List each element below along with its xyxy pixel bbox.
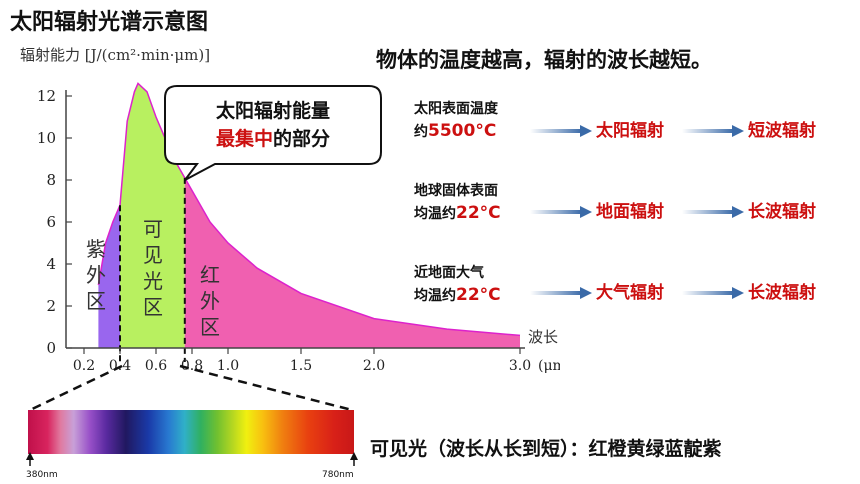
- y-tick-label: 8: [46, 171, 56, 189]
- x-tick-label: 1.5: [290, 358, 312, 374]
- row-1-prefix: 约: [414, 124, 428, 140]
- row-1-wave: 短波辐射: [748, 121, 816, 141]
- row-2-wave: 长波辐射: [748, 202, 816, 222]
- visible-region-label: 可: [143, 217, 163, 241]
- uv-region-label: 紫: [86, 237, 106, 261]
- spectrum-ticks: [26, 452, 358, 466]
- visible-spectrum-bar: [28, 410, 354, 454]
- x-tick-label: 2.0: [363, 358, 385, 374]
- visible-light-note: 可见光（波长从长到短）：红橙黄绿蓝靛紫: [370, 438, 722, 460]
- arrow-icon: [530, 206, 592, 218]
- ir-region-label: 外: [200, 289, 220, 313]
- ir-region: [184, 177, 521, 348]
- visible-region-label: 区: [143, 295, 163, 319]
- visible-region-label: 见: [143, 243, 163, 267]
- zoom-lines: [29, 364, 353, 412]
- y-tick-label: 12: [37, 87, 56, 105]
- row-3-source: 近地面大气 均温约22°C: [414, 262, 501, 307]
- x-tick-label: 3.0: [509, 358, 531, 374]
- uv-region-label: 外: [86, 263, 106, 287]
- ir-region-label: 红: [200, 263, 220, 287]
- spectrum-start-label: 380nm: [26, 470, 58, 480]
- y-tick-label: 4: [46, 255, 56, 273]
- row-2-temp: 22°C: [456, 203, 501, 223]
- arrow-icon: [682, 125, 744, 137]
- ir-region-label: 区: [200, 315, 220, 339]
- row-1-source-label: 太阳表面温度: [414, 101, 498, 117]
- arrow-icon: [530, 125, 592, 137]
- arrow-icon: [682, 287, 744, 299]
- visible-region-label: 光: [143, 269, 163, 293]
- x-tick-label: 0.6: [145, 358, 167, 374]
- bubble-line1: 太阳辐射能量: [215, 100, 330, 122]
- row-2-source-label: 地球固体表面: [414, 183, 498, 199]
- bubble-highlight: 最集中: [215, 128, 273, 150]
- row-3-radiation: 大气辐射: [596, 283, 664, 303]
- row-2-source: 地球固体表面 均温约22°C: [414, 180, 501, 225]
- row-3-wave: 长波辐射: [748, 283, 816, 303]
- row-2-radiation: 地面辐射: [596, 202, 664, 222]
- spectrum-end-label: 780nm: [322, 470, 354, 480]
- arrow-icon: [682, 206, 744, 218]
- bubble-shape: [164, 85, 382, 181]
- y-tick-label: 2: [46, 297, 56, 315]
- row-3-prefix: 均温约: [414, 288, 456, 304]
- x-tick-label: 1.0: [217, 358, 239, 374]
- page-title: 太阳辐射光谱示意图: [10, 10, 209, 35]
- uv-region-label: 区: [86, 289, 106, 313]
- x-unit-label: (μm): [538, 358, 560, 374]
- y-axis-label: 辐射能力 [J/(cm²·min·μm)]: [20, 46, 211, 64]
- x-axis-label: 波长: [528, 328, 558, 346]
- x-tick-label: 0.2: [73, 358, 95, 374]
- bubble-line2-rest: 的部分: [273, 128, 331, 150]
- y-tick-label: 0: [46, 339, 56, 357]
- row-1-source: 太阳表面温度 约5500°C: [414, 98, 498, 143]
- y-tick-label: 6: [46, 213, 56, 231]
- headline: 物体的温度越高，辐射的波长越短。: [376, 48, 712, 72]
- row-2-prefix: 均温约: [414, 206, 456, 222]
- row-3-source-label: 近地面大气: [414, 265, 484, 281]
- callout-bubble: 太阳辐射能量 最集中的部分: [163, 84, 383, 181]
- uv-region: [98, 205, 120, 348]
- row-1-radiation: 太阳辐射: [596, 121, 664, 141]
- arrow-icon: [530, 287, 592, 299]
- row-1-temp: 5500°C: [428, 121, 497, 141]
- y-tick-label: 10: [37, 129, 56, 147]
- row-3-temp: 22°C: [456, 285, 501, 305]
